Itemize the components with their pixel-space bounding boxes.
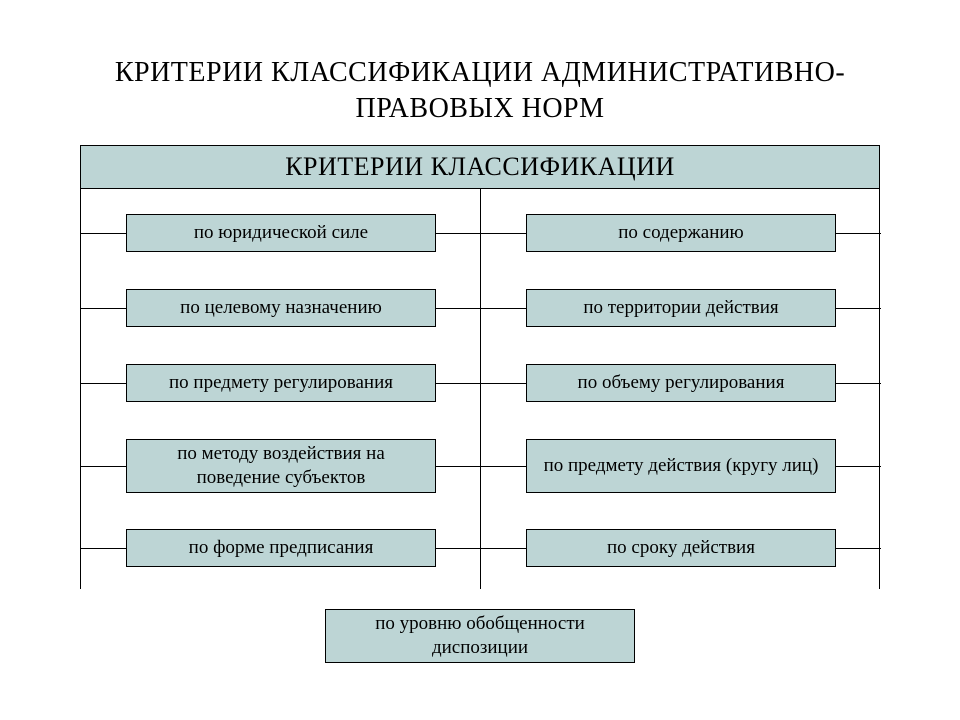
connector-line [81,548,126,549]
connector-line [436,383,481,384]
criterion-label: по территории действия [583,296,778,320]
criterion-node-right: по объему регулирования [526,364,836,402]
criterion-node-left: по методу воздействия на поведение субъе… [126,439,436,493]
center-divider [480,189,481,589]
criterion-node-left: по предмету регулирования [126,364,436,402]
connector-line [81,383,126,384]
criterion-label: по содержанию [618,221,744,245]
criterion-node-left: по форме предписания [126,529,436,567]
criterion-label: по уровню обобщенности диспозиции [326,612,634,660]
connector-line [81,466,126,467]
connector-line [436,308,481,309]
page-title: КРИТЕРИИ КЛАССИФИКАЦИИ АДМИНИСТРАТИВНО- … [0,0,960,128]
title-line-1: КРИТЕРИИ КЛАССИФИКАЦИИ АДМИНИСТРАТИВНО- [115,57,845,88]
connector-line [481,308,526,309]
criterion-node-left: по целевому назначению [126,289,436,327]
criterion-label: по целевому назначению [180,296,382,320]
criterion-node-right: по территории действия [526,289,836,327]
bottom-connector [480,545,481,565]
criterion-label: по форме предписания [189,536,374,560]
connector-line [481,233,526,234]
criterion-node-bottom: по уровню обобщенности диспозиции [325,609,635,663]
title-line-2: ПРАВОВЫХ НОРМ [355,93,604,124]
connector-line [481,466,526,467]
connector-line [481,548,526,549]
connector-line [481,383,526,384]
criterion-node-right: по предмету действия (кругу лиц) [526,439,836,493]
criterion-label: по предмету действия (кругу лиц) [544,454,819,478]
criterion-node-right: по сроку действия [526,529,836,567]
criterion-label: по предмету регулирования [169,371,393,395]
chart-header-label: КРИТЕРИИ КЛАССИФИКАЦИИ [285,152,675,182]
connector-line [436,466,481,467]
connector-line [836,466,881,467]
criterion-node-left: по юридической силе [126,214,436,252]
connector-line [81,308,126,309]
connector-line [436,233,481,234]
chart-body: по юридической силе по содержанию по целев… [80,189,880,589]
connector-line [836,383,881,384]
criterion-label: по методу воздействия на поведение субъе… [135,442,427,490]
connector-line [836,233,881,234]
connector-line [836,548,881,549]
connector-line [436,548,481,549]
criterion-label: по объему регулирования [578,371,785,395]
criterion-label: по юридической силе [194,221,368,245]
connector-line [81,233,126,234]
criterion-node-right: по содержанию [526,214,836,252]
classification-chart: КРИТЕРИИ КЛАССИФИКАЦИИ по юридической си… [80,145,880,589]
chart-header: КРИТЕРИИ КЛАССИФИКАЦИИ [80,145,880,189]
criterion-label: по сроку действия [607,536,755,560]
connector-line [836,308,881,309]
